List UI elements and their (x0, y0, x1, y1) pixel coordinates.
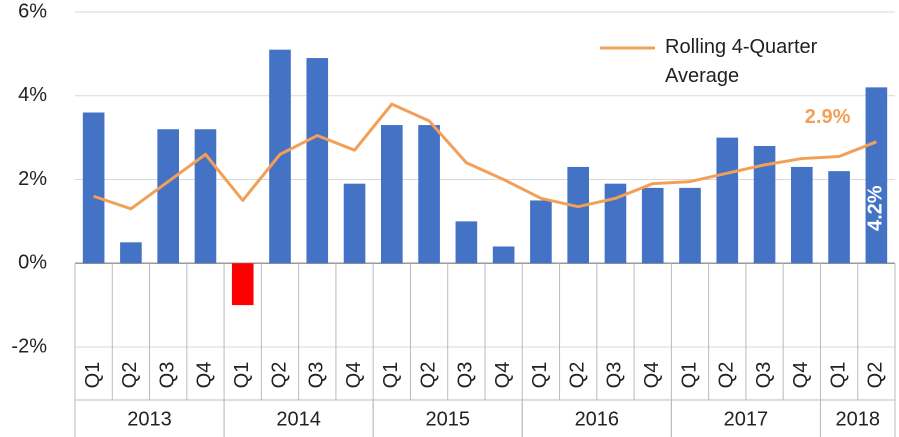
bar (120, 242, 142, 264)
x-tick-label: Q2 (716, 362, 738, 389)
line-value-label: 2.9% (805, 106, 851, 128)
bar (418, 125, 440, 264)
group-label: 2018 (835, 408, 880, 430)
bar (231, 263, 254, 306)
bar (567, 166, 589, 264)
x-tick-label: Q3 (156, 362, 178, 389)
x-tick-label: Q3 (604, 362, 626, 389)
x-tick-label: Q3 (306, 362, 328, 389)
x-tick-label: Q4 (343, 362, 365, 389)
group-label: 2015 (425, 408, 470, 430)
bar (530, 200, 552, 264)
y-tick-label: 0% (18, 252, 47, 274)
legend-label: Rolling 4-Quarter Average (665, 36, 818, 87)
x-tick-label: Q4 (790, 362, 812, 389)
x-tick-label: Q2 (865, 362, 887, 389)
x-tick-label: Q1 (82, 362, 104, 389)
group-label: 2014 (276, 408, 321, 430)
bar (716, 137, 739, 264)
x-tick-label: Q1 (380, 362, 402, 389)
bar (343, 183, 366, 264)
bar-value-label: 4.2% (865, 185, 887, 231)
x-tick-label: Q1 (529, 362, 551, 389)
bar (492, 246, 515, 264)
bar (641, 187, 664, 264)
x-tick-label: Q1 (827, 362, 849, 389)
x-tick-label: Q2 (566, 362, 588, 389)
line (93, 102, 877, 211)
bar (194, 129, 217, 264)
bar (157, 129, 179, 264)
bar (381, 125, 403, 264)
y-tick-label: -2% (11, 335, 47, 357)
bar (306, 58, 329, 264)
y-tick-label: 4% (18, 84, 47, 106)
bar (679, 187, 701, 264)
y-tick-label: 6% (18, 0, 47, 22)
bar (828, 171, 850, 264)
bar (455, 221, 478, 264)
x-tick-label: Q2 (119, 362, 141, 389)
x-tick-label: Q4 (492, 362, 514, 389)
group-label: 2017 (724, 408, 769, 430)
bar (865, 87, 888, 264)
x-tick-label: Q3 (455, 362, 477, 389)
bar (82, 112, 105, 264)
x-tick-label: Q1 (678, 362, 700, 389)
x-tick-label: Q4 (641, 362, 663, 389)
x-tick-label: Q1 (231, 362, 253, 389)
bar (791, 166, 813, 264)
x-tick-label: Q2 (417, 362, 439, 389)
x-tick-label: Q3 (753, 362, 775, 389)
bar (753, 146, 776, 264)
y-tick-label: 2% (18, 168, 47, 190)
x-tick-label: Q4 (194, 362, 216, 389)
group-label: 2013 (127, 408, 172, 430)
x-tick-label: Q2 (268, 362, 290, 389)
group-label: 2016 (575, 408, 620, 430)
bar (604, 183, 627, 264)
